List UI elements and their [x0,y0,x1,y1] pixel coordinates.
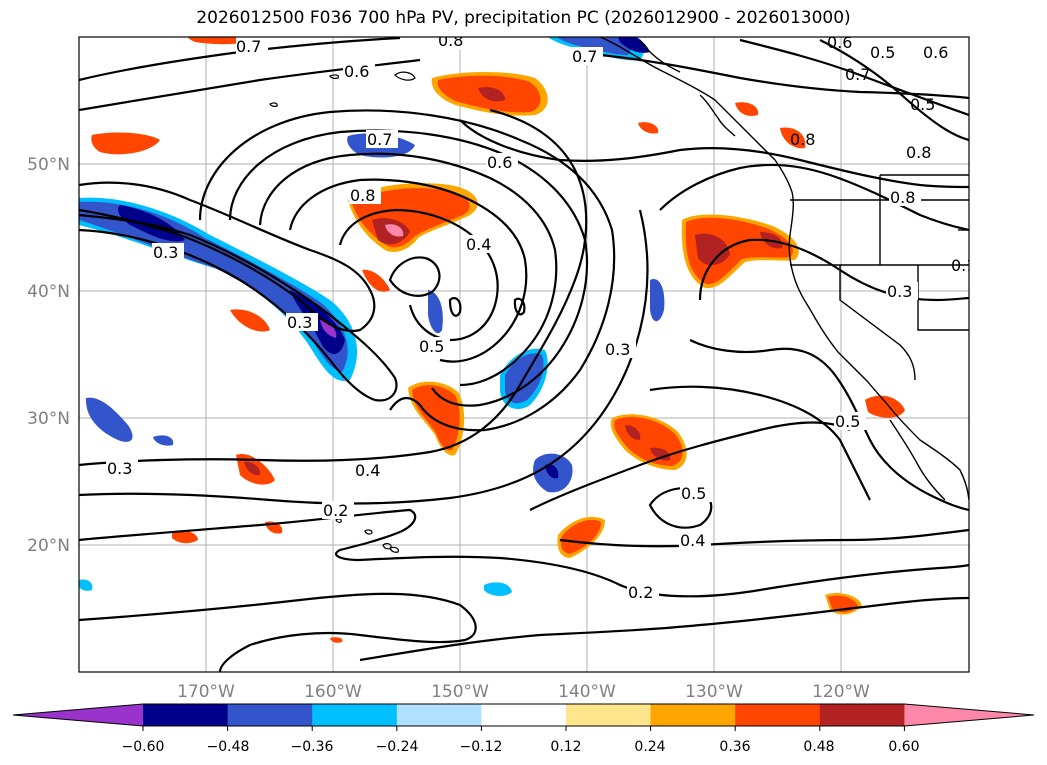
contour-label: 0.3 [107,459,132,478]
contour-label: 0.6 [487,153,512,172]
contour-label: 0.3 [153,243,178,262]
colorbar-tick-label: 0.60 [888,739,919,755]
colorbar-tick-label: 0.36 [719,739,750,755]
contour-label: 0.7 [367,130,392,149]
colorbar-tick-label: 0.48 [803,739,834,755]
contour-label: 0.8 [438,31,463,50]
lon-label: 130°W [685,682,743,702]
lon-label: 170°W [177,682,235,702]
contour-label: 0.5 [419,337,444,356]
colorbar-extend-max [904,704,1034,726]
contour-label: 0.7 [572,47,597,66]
colorbar-tick-label: −0.12 [460,739,503,755]
colorbar-tick-label: 0.24 [634,739,665,755]
contour-label: 0.8 [890,188,915,207]
colorbar-tick-label: 0.12 [550,739,581,755]
islands [269,71,416,553]
lat-label: 30°N [27,409,70,429]
contour-label: 0.8 [790,130,815,149]
contour-label: 0.5 [835,412,860,431]
colorbar-segment [650,704,736,726]
contour-label: 0.7 [845,65,870,84]
colorbar-segment [481,704,567,726]
colorbar-segment [143,704,229,726]
contour-label: 0.8 [906,143,931,162]
lon-label: 120°W [812,682,870,702]
lat-label: 20°N [27,536,70,556]
lat-label: 50°N [27,155,70,175]
colorbar-segment [819,704,905,726]
coastlines [599,37,969,501]
contour-label: 0.8 [350,186,375,205]
colorbar-tick-label: −0.36 [291,739,334,755]
contour-label: 0.3 [287,313,312,332]
contour-label: 0.4 [355,461,380,480]
map-frame [78,36,970,673]
chart-title: 2026012500 F036 700 hPa PV, precipitatio… [196,8,851,28]
pv-contours [79,37,969,672]
lon-label: 140°W [558,682,616,702]
colorbar-tick-label: −0.48 [207,739,250,755]
contour-label: 0.6 [344,62,369,81]
contour-label: 0.2 [628,583,653,602]
colorbar-segment [566,704,652,726]
lon-label: 160°W [304,682,362,702]
colorbar-segment [312,704,398,726]
contour-label: 0.5 [910,95,935,114]
contour-label: 0.3 [887,282,912,301]
contour-labels: 0.7 0.8 0.6 0.7 0.6 0.5 0.6 0.7 0.5 0.8 … [106,31,976,602]
colorbar-extend-min [13,704,143,726]
colorbar [12,703,1035,731]
colorbar-tick-labels: −0.60 −0.48 −0.36 −0.24 −0.12 0.12 0.24 … [122,739,920,755]
colorbar-tick-label: −0.60 [122,739,165,755]
contour-label: 0.3 [605,340,630,359]
contour-label: 0.4 [466,235,491,254]
colorbar-segment [396,704,482,726]
colorbar-segment [227,704,313,726]
contour-label: 0.6 [827,33,852,52]
lat-labels: 50°N 40°N 30°N 20°N [27,155,70,556]
colorbar-tick-label: −0.24 [376,739,419,755]
lon-label: 150°W [431,682,489,702]
colorbar-segment [735,704,821,726]
lat-label: 40°N [27,282,70,302]
lon-labels: 170°W 160°W 150°W 140°W 130°W 120°W [177,682,870,702]
contour-label: 0.5 [681,484,706,503]
contour-label: 0.5 [870,43,895,62]
contour-label: 0.4 [680,531,705,550]
contour-label: 0.6 [923,43,948,62]
contour-label: 0.7 [236,37,261,56]
contour-label: 0.1 [951,256,976,275]
contour-label: 0.2 [323,501,348,520]
